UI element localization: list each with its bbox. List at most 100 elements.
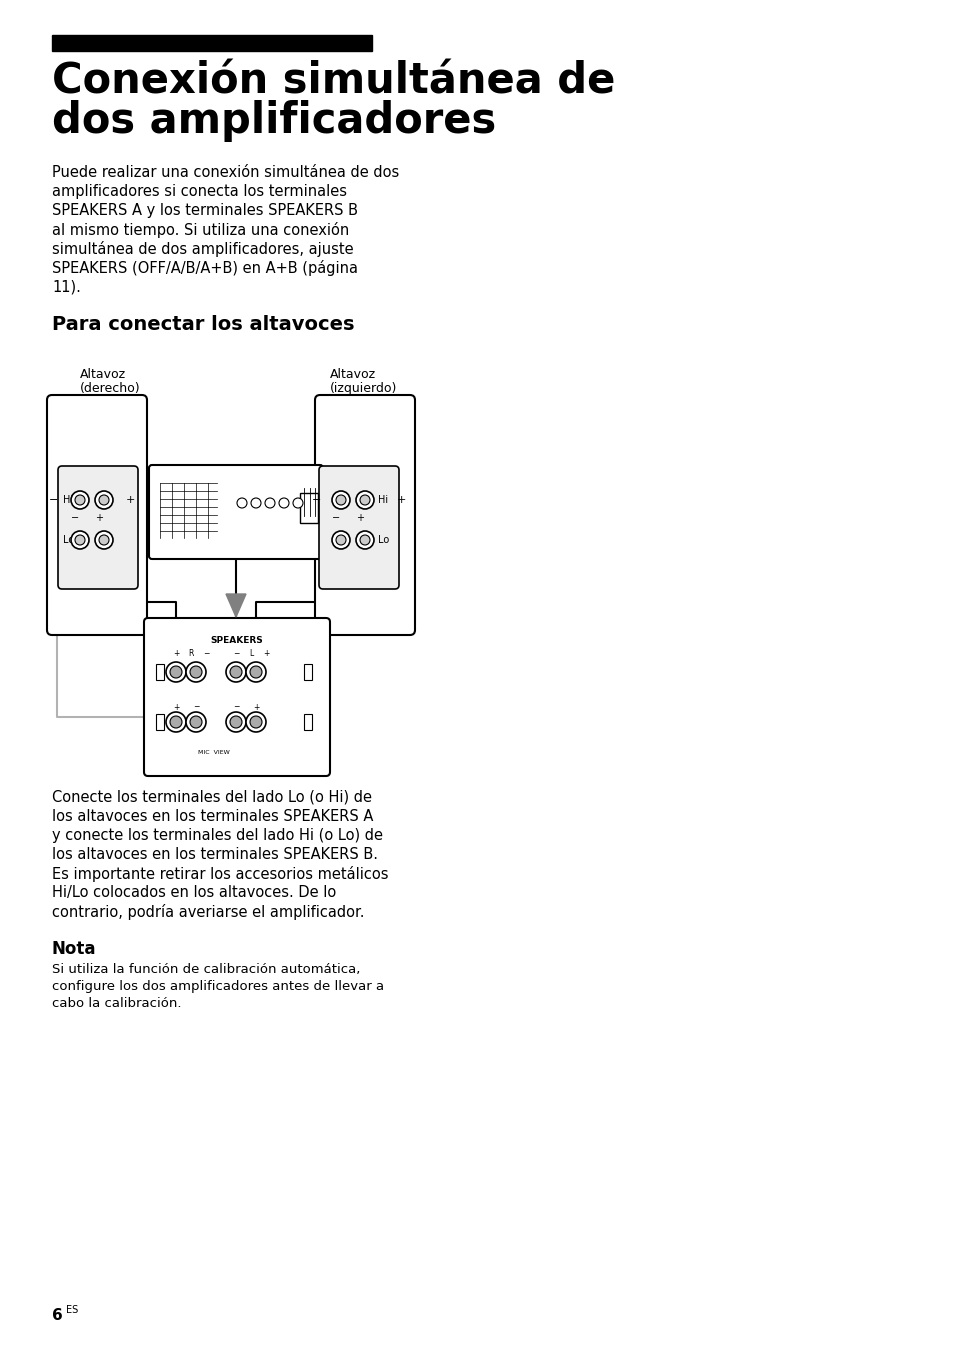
Bar — [304, 664, 312, 680]
FancyBboxPatch shape — [314, 395, 415, 635]
Circle shape — [95, 491, 112, 508]
Text: Altavoz: Altavoz — [330, 368, 375, 381]
Text: configure los dos amplificadores antes de llevar a: configure los dos amplificadores antes d… — [52, 980, 384, 992]
Bar — [52, 35, 372, 51]
Circle shape — [359, 535, 370, 545]
Text: Hi/Lo colocados en los altavoces. De lo: Hi/Lo colocados en los altavoces. De lo — [52, 886, 335, 900]
FancyBboxPatch shape — [144, 618, 330, 776]
Circle shape — [250, 667, 262, 677]
Circle shape — [75, 535, 85, 545]
Circle shape — [250, 717, 262, 727]
Text: los altavoces en los terminales SPEAKERS B.: los altavoces en los terminales SPEAKERS… — [52, 846, 377, 863]
Circle shape — [251, 498, 261, 508]
Text: −: − — [203, 649, 209, 658]
Text: +: + — [355, 512, 364, 523]
Text: SPEAKERS A y los terminales SPEAKERS B: SPEAKERS A y los terminales SPEAKERS B — [52, 203, 357, 218]
Text: −: − — [312, 495, 321, 506]
Circle shape — [230, 717, 242, 727]
Circle shape — [99, 495, 109, 506]
Circle shape — [190, 667, 202, 677]
Bar — [299, 493, 317, 523]
Circle shape — [230, 667, 242, 677]
Circle shape — [355, 491, 374, 508]
Text: (derecho): (derecho) — [80, 383, 140, 395]
Bar — [304, 714, 312, 730]
Text: +: + — [172, 649, 179, 658]
Text: Es importante retirar los accesorios metálicos: Es importante retirar los accesorios met… — [52, 867, 388, 882]
Circle shape — [236, 498, 247, 508]
Circle shape — [186, 662, 206, 681]
Text: cabo la calibración.: cabo la calibración. — [52, 996, 181, 1010]
Circle shape — [335, 495, 346, 506]
Text: al mismo tiempo. Si utiliza una conexión: al mismo tiempo. Si utiliza una conexión — [52, 222, 349, 238]
Polygon shape — [226, 594, 246, 617]
Circle shape — [293, 498, 303, 508]
Text: +: + — [172, 703, 179, 711]
Circle shape — [99, 535, 109, 545]
Text: ES: ES — [66, 1305, 78, 1315]
Circle shape — [170, 717, 182, 727]
Text: dos amplificadores: dos amplificadores — [52, 100, 496, 142]
Text: L: L — [249, 649, 253, 658]
Bar — [156, 664, 164, 680]
FancyBboxPatch shape — [149, 465, 323, 558]
Text: −: − — [332, 512, 339, 523]
Text: SPEAKERS (OFF/A/B/A+B) en A+B (página: SPEAKERS (OFF/A/B/A+B) en A+B (página — [52, 260, 357, 276]
Circle shape — [71, 531, 89, 549]
Text: Para conectar los altavoces: Para conectar los altavoces — [52, 315, 355, 334]
Text: +: + — [395, 495, 405, 506]
FancyBboxPatch shape — [58, 466, 138, 589]
Circle shape — [95, 531, 112, 549]
Text: Altavoz: Altavoz — [80, 368, 126, 381]
Text: Hi: Hi — [377, 495, 388, 506]
Text: 6: 6 — [52, 1307, 63, 1324]
Text: −: − — [71, 512, 79, 523]
Circle shape — [166, 713, 186, 731]
Text: Nota: Nota — [52, 940, 96, 959]
Circle shape — [71, 491, 89, 508]
Circle shape — [265, 498, 274, 508]
Circle shape — [186, 713, 206, 731]
Text: los altavoces en los terminales SPEAKERS A: los altavoces en los terminales SPEAKERS… — [52, 808, 373, 823]
Circle shape — [246, 662, 266, 681]
Circle shape — [278, 498, 289, 508]
Text: Si utiliza la función de calibración automática,: Si utiliza la función de calibración aut… — [52, 963, 360, 976]
Text: Lo: Lo — [377, 535, 389, 545]
FancyBboxPatch shape — [47, 395, 147, 635]
Text: Puede realizar una conexión simultánea de dos: Puede realizar una conexión simultánea d… — [52, 165, 399, 180]
Text: amplificadores si conecta los terminales: amplificadores si conecta los terminales — [52, 184, 347, 199]
Bar — [156, 714, 164, 730]
Circle shape — [355, 531, 374, 549]
Text: +: + — [262, 649, 269, 658]
Text: contrario, podría averiarse el amplificador.: contrario, podría averiarse el amplifica… — [52, 904, 364, 919]
Text: +: + — [95, 512, 103, 523]
Text: simultánea de dos amplificadores, ajuste: simultánea de dos amplificadores, ajuste — [52, 241, 354, 257]
Text: R: R — [188, 649, 193, 658]
Circle shape — [226, 662, 246, 681]
Circle shape — [335, 535, 346, 545]
Text: −: − — [193, 703, 199, 711]
Circle shape — [170, 667, 182, 677]
Text: −: − — [50, 495, 59, 506]
Text: −: − — [233, 703, 239, 711]
Circle shape — [166, 662, 186, 681]
Text: +: + — [125, 495, 134, 506]
Text: (izquierdo): (izquierdo) — [330, 383, 397, 395]
Circle shape — [246, 713, 266, 731]
Text: −: − — [233, 649, 239, 658]
Circle shape — [190, 717, 202, 727]
Circle shape — [332, 491, 350, 508]
Text: 11).: 11). — [52, 279, 81, 293]
Text: y conecte los terminales del lado Hi (o Lo) de: y conecte los terminales del lado Hi (o … — [52, 827, 382, 844]
Text: SPEAKERS: SPEAKERS — [211, 635, 263, 645]
Circle shape — [226, 713, 246, 731]
Circle shape — [332, 531, 350, 549]
Circle shape — [75, 495, 85, 506]
Text: Hi: Hi — [63, 495, 73, 506]
Text: Conecte los terminales del lado Lo (o Hi) de: Conecte los terminales del lado Lo (o Hi… — [52, 790, 372, 804]
Circle shape — [359, 495, 370, 506]
FancyBboxPatch shape — [318, 466, 398, 589]
Text: Lo: Lo — [63, 535, 74, 545]
Text: +: + — [253, 703, 259, 711]
Text: MIC  VIEW: MIC VIEW — [198, 749, 230, 754]
